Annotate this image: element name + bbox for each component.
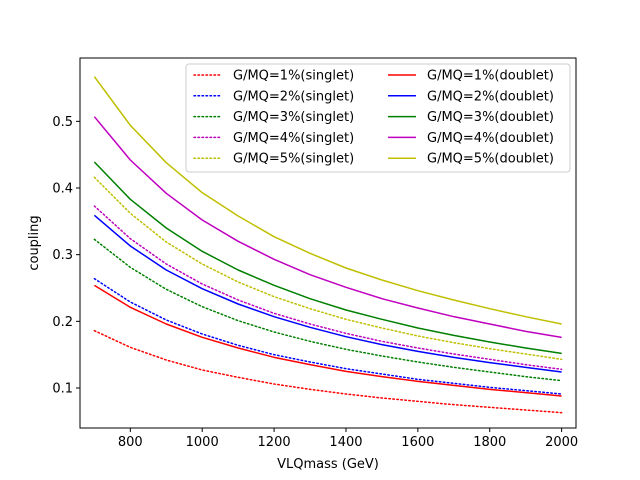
plot-frame <box>79 57 577 429</box>
series-line-7 <box>93 161 562 355</box>
series-line-1 <box>93 277 563 395</box>
x-tick-label: 1200 <box>258 435 291 450</box>
legend-label-2: G/MQ=3%(singlet) <box>233 110 354 125</box>
legend-label-9: G/MQ=5%(doublet) <box>427 152 554 167</box>
series-line-8 <box>93 116 562 339</box>
series-line-0 <box>93 329 563 414</box>
y-tick-label: 0.5 <box>52 115 73 130</box>
y-tick-label: 0.2 <box>52 315 73 330</box>
y-axis-ticks: 0.1 0.2 0.3 0.4 0.5 <box>52 115 80 397</box>
x-tick-label: 1800 <box>473 435 506 450</box>
series-line-3 <box>93 205 563 371</box>
legend-label-0: G/MQ=1%(singlet) <box>233 69 354 84</box>
series-lines <box>93 76 563 414</box>
series-line-5 <box>93 284 562 397</box>
x-tick-label: 1600 <box>401 435 434 450</box>
legend-label-6: G/MQ=2%(doublet) <box>427 89 554 104</box>
legend-label-1: G/MQ=2%(singlet) <box>233 89 354 104</box>
x-axis-label: VLQmass (GeV) <box>277 457 379 472</box>
legend-label-5: G/MQ=1%(doublet) <box>427 69 554 84</box>
legend-label-8: G/MQ=4%(doublet) <box>427 131 554 146</box>
legend-label-3: G/MQ=4%(singlet) <box>233 131 354 146</box>
x-tick-label: 800 <box>118 435 143 450</box>
y-axis-label: coupling <box>27 215 42 270</box>
x-axis-ticks: 800 1000 1200 1400 1600 1800 2000 <box>118 428 578 450</box>
series-line-2 <box>93 238 563 382</box>
x-tick-label: 2000 <box>545 435 578 450</box>
series-line-6 <box>93 214 562 373</box>
x-tick-label: 1000 <box>186 435 219 450</box>
legend-label-4: G/MQ=5%(singlet) <box>233 152 354 167</box>
y-tick-label: 0.4 <box>52 182 73 197</box>
x-tick-label: 1400 <box>329 435 362 450</box>
legend-label-7: G/MQ=3%(doublet) <box>427 110 554 125</box>
series-line-9 <box>93 76 562 325</box>
legend-box <box>185 63 571 173</box>
y-tick-label: 0.1 <box>52 382 73 397</box>
legend: G/MQ=1%(singlet) G/MQ=2%(singlet) G/MQ=3%(… <box>185 63 571 173</box>
series-line-4 <box>93 176 563 361</box>
y-tick-label: 0.3 <box>52 248 73 263</box>
